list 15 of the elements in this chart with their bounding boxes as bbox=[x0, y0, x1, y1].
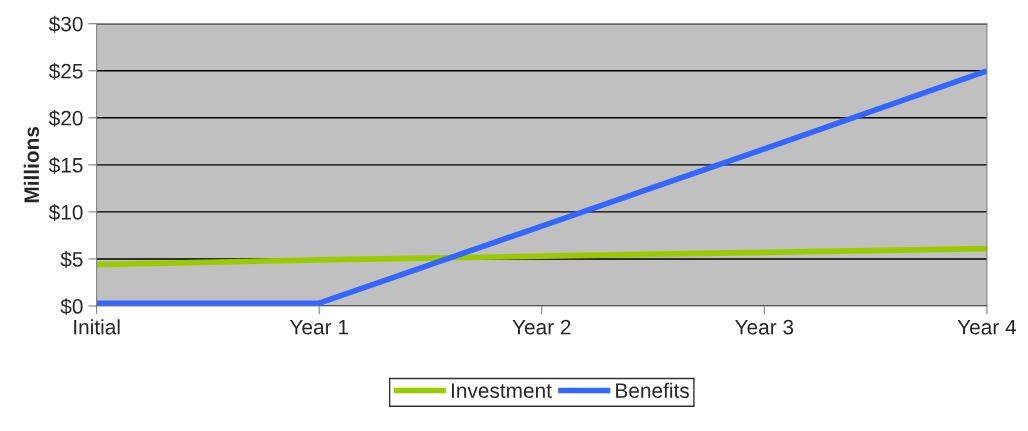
y-tick-label: $30 bbox=[48, 15, 83, 33]
x-tick-label: Year 1 bbox=[289, 319, 348, 335]
x-tick-label: Year 3 bbox=[735, 319, 794, 335]
y-tick-label: $10 bbox=[48, 204, 83, 221]
y-tick-label: $25 bbox=[48, 62, 83, 80]
legend-label: Investment bbox=[451, 383, 552, 398]
legend-label: Benefits bbox=[616, 382, 689, 398]
y-axis-title: Millions bbox=[23, 126, 40, 203]
x-tick-label: Year 2 bbox=[512, 319, 571, 335]
y-tick-label: $5 bbox=[60, 251, 83, 268]
y-tick-label: $0 bbox=[60, 298, 83, 315]
x-tick-label: Initial bbox=[74, 319, 120, 335]
y-tick-label: $15 bbox=[48, 156, 83, 174]
x-tick-label: Year 4 bbox=[957, 319, 1017, 335]
y-tick-label: $20 bbox=[48, 109, 83, 127]
